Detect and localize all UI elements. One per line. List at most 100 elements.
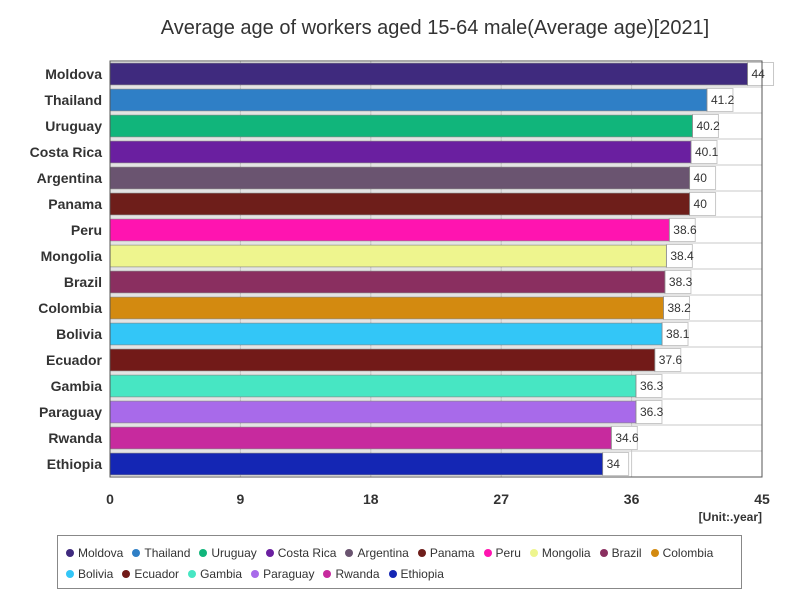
legend-item[interactable]: Argentina: [345, 542, 409, 563]
bar: [109, 244, 667, 268]
legend-label: Rwanda: [335, 566, 380, 581]
legend-label: Ecuador: [134, 566, 180, 581]
legend-item[interactable]: Ethiopia: [388, 563, 444, 584]
legend-marker: [199, 548, 208, 557]
legend-label: Paraguay: [263, 566, 315, 581]
value-label: 41.2: [711, 93, 735, 107]
category-label: Ecuador: [46, 352, 103, 368]
value-label: 34.6: [615, 431, 639, 445]
category-label: Peru: [71, 222, 102, 238]
value-label: 38.1: [666, 327, 690, 341]
legend-marker: [265, 548, 274, 557]
chart-title: Average age of workers aged 15-64 male(A…: [161, 17, 710, 39]
legend-marker: [188, 569, 197, 578]
category-label: Panama: [48, 196, 102, 212]
legend-label: Costa Rica: [277, 545, 337, 560]
legend-item[interactable]: Ecuador: [122, 563, 179, 584]
bar: [109, 400, 637, 424]
legend-marker: [345, 548, 354, 557]
legend-marker: [323, 569, 332, 578]
legend-label: Moldova: [78, 545, 124, 560]
unit-label: [Unit:.year]: [699, 510, 762, 524]
legend-label: Peru: [495, 545, 521, 560]
x-tick-label: 0: [106, 491, 114, 507]
legend-label: Bolivia: [78, 566, 114, 581]
value-label: 34: [607, 457, 621, 471]
legend-label: Argentina: [357, 545, 409, 560]
x-tick-label: 45: [754, 491, 770, 507]
bar: [109, 140, 692, 164]
value-label: 38.3: [669, 275, 693, 289]
value-label: 37.6: [659, 353, 683, 367]
legend-marker: [132, 548, 141, 557]
plot-frame: [109, 60, 763, 478]
legend-item[interactable]: Colombia: [650, 542, 714, 563]
value-label: 38.6: [673, 223, 697, 237]
category-label: Uruguay: [45, 118, 102, 134]
category-label: Rwanda: [48, 430, 102, 446]
value-label: 36.3: [640, 405, 664, 419]
legend-label: Thailand: [144, 545, 191, 560]
legend-marker: [66, 548, 74, 557]
category-label: Ethiopia: [47, 456, 102, 472]
legend-label: Gambia: [200, 566, 243, 581]
category-label: Moldova: [45, 66, 102, 82]
value-label: 40: [694, 171, 708, 185]
legend-marker: [650, 548, 659, 557]
bar: [109, 374, 637, 398]
legend-marker: [529, 548, 538, 557]
value-label: 44: [752, 67, 766, 81]
x-tick-label: 18: [363, 491, 379, 507]
bar: [109, 452, 604, 476]
value-label: 38.4: [670, 249, 694, 263]
x-tick-label: 9: [237, 491, 245, 507]
category-label: Colombia: [38, 300, 102, 316]
category-label: Thailand: [44, 92, 102, 108]
legend-item[interactable]: Bolivia: [66, 563, 113, 584]
legend-item[interactable]: Mongolia: [529, 542, 591, 563]
legend-label: Brazil: [611, 545, 642, 560]
category-label: Brazil: [64, 274, 102, 290]
bar: [109, 166, 690, 190]
legend-marker: [66, 569, 74, 578]
legend-label: Ethiopia: [400, 566, 444, 581]
bar: [109, 192, 690, 216]
bar: [109, 114, 693, 138]
bar: [109, 88, 708, 112]
category-label: Bolivia: [56, 326, 102, 342]
category-label: Gambia: [51, 378, 103, 394]
bar: [109, 296, 664, 320]
category-label: Mongolia: [41, 248, 103, 264]
legend-item[interactable]: Moldova: [66, 542, 123, 563]
legend-label: Colombia: [662, 545, 714, 560]
legend-marker: [599, 548, 608, 557]
legend-item[interactable]: Panama: [417, 542, 475, 563]
x-tick-label: 27: [493, 491, 509, 507]
value-label: 40: [694, 197, 708, 211]
bar: [109, 426, 612, 450]
legend-marker: [122, 569, 131, 578]
legend-item[interactable]: Gambia: [188, 563, 242, 584]
category-label: Argentina: [37, 170, 103, 186]
legend-item[interactable]: Paraguay: [251, 563, 314, 584]
category-label: Costa Rica: [30, 144, 103, 160]
legend-item[interactable]: Thailand: [132, 542, 190, 563]
legend-marker: [483, 548, 492, 557]
legend-label: Uruguay: [211, 545, 257, 560]
legend-item[interactable]: Rwanda: [323, 563, 380, 584]
category-label: Paraguay: [39, 404, 102, 420]
legend-label: Panama: [429, 545, 475, 560]
legend-item[interactable]: Uruguay: [199, 542, 257, 563]
plot-area: 44 Moldova 41.2 Thailand 40.2 Uruguay 40.1 Cost…: [30, 60, 775, 507]
legend-item[interactable]: Brazil: [599, 542, 642, 563]
legend-marker: [417, 548, 426, 557]
legend: Moldova Thailand Uruguay Costa Rica Argentin…: [57, 535, 742, 589]
legend-marker: [388, 569, 397, 578]
legend-marker: [251, 569, 260, 578]
x-tick-label: 36: [624, 491, 640, 507]
value-label: 38.2: [667, 301, 691, 315]
value-label: 40.1: [695, 145, 719, 159]
legend-item[interactable]: Peru: [483, 542, 521, 563]
legend-item[interactable]: Costa Rica: [265, 542, 337, 563]
